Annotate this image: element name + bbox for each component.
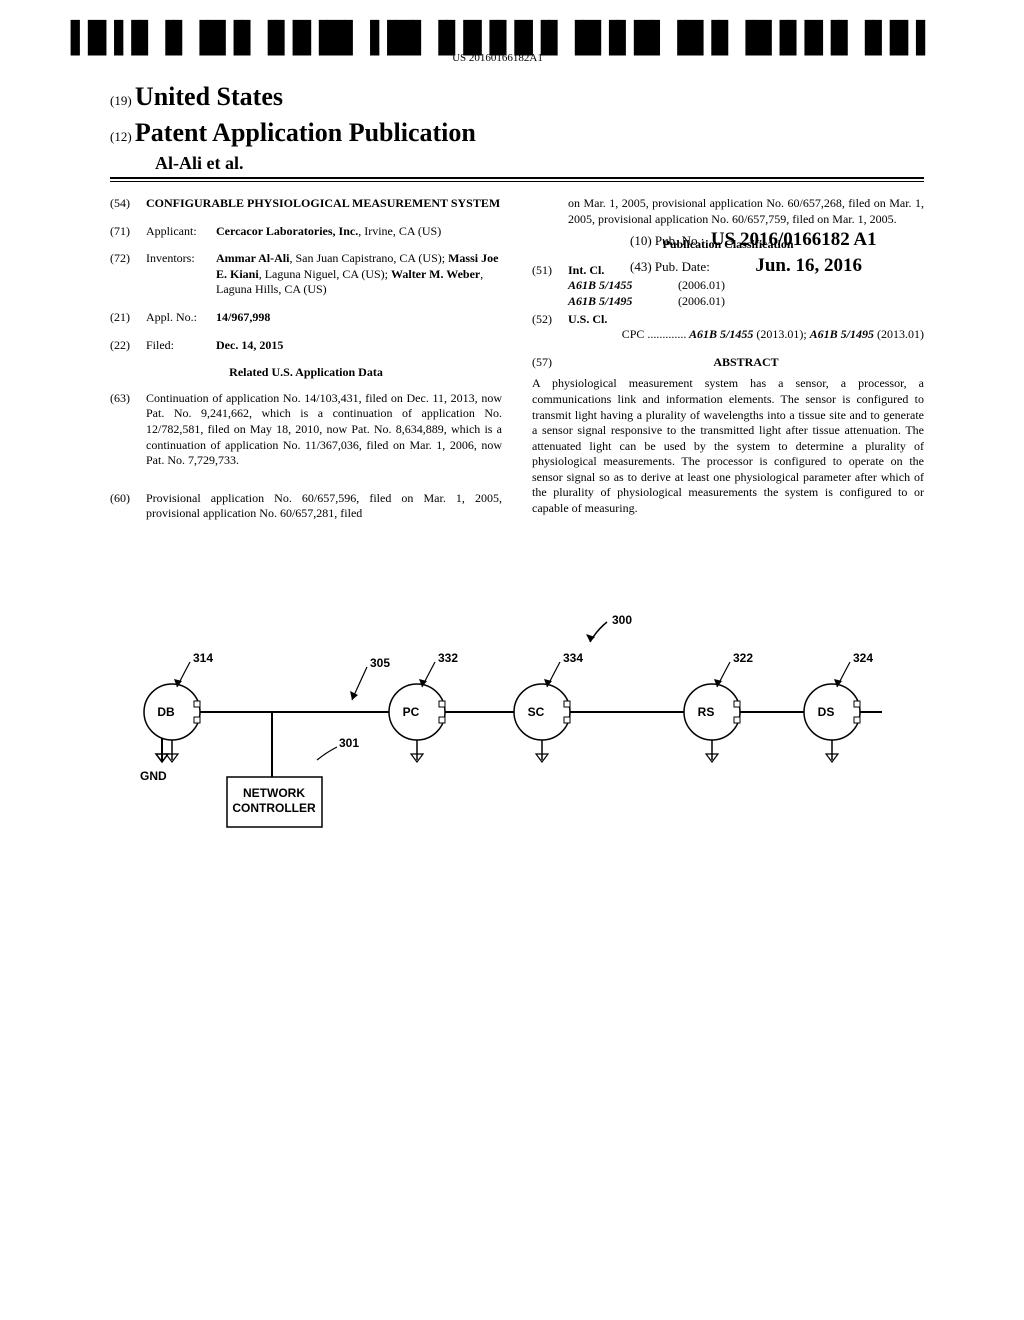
code-43: (43) bbox=[630, 259, 655, 274]
header-country-line: (19) United States bbox=[110, 80, 924, 114]
rule-thick bbox=[110, 177, 924, 179]
abstract-label: ABSTRACT bbox=[568, 355, 924, 371]
svg-text:SC: SC bbox=[528, 705, 545, 719]
header-block: (19) United States (12) Patent Applicati… bbox=[110, 80, 924, 182]
applicant-body: Cercacor Laboratories, Inc., Irvine, CA … bbox=[216, 224, 502, 240]
num-54: (54) bbox=[110, 196, 146, 212]
doc-type: Patent Application Publication bbox=[135, 118, 476, 147]
svg-text:RS: RS bbox=[698, 705, 715, 719]
left-column: (54) CONFIGURABLE PHYSIOLOGICAL MEASUREM… bbox=[110, 196, 502, 522]
intcl-row-1: A61B 5/1495(2006.01) bbox=[568, 294, 924, 310]
country: United States bbox=[135, 82, 283, 111]
applicant-name: Cercacor Laboratories, Inc. bbox=[216, 224, 358, 238]
related-head: Related U.S. Application Data bbox=[110, 365, 502, 381]
svg-text:324: 324 bbox=[853, 651, 873, 665]
ref-301: 301 bbox=[339, 736, 359, 750]
prov-text: Provisional application No. 60/657,596, … bbox=[146, 491, 502, 522]
intcl-code-1: A61B 5/1495 bbox=[568, 294, 678, 310]
svg-text:332: 332 bbox=[438, 651, 458, 665]
inventors-body: Ammar Al-Ali, San Juan Capistrano, CA (U… bbox=[216, 251, 502, 298]
rule-thin bbox=[110, 181, 924, 182]
ref-300: 300 bbox=[612, 613, 632, 627]
num-21: (21) bbox=[110, 310, 146, 326]
gnd-label: GND bbox=[140, 769, 167, 783]
num-60: (60) bbox=[110, 491, 146, 522]
svg-text:DB: DB bbox=[157, 705, 175, 719]
code-10: (10) bbox=[630, 233, 655, 248]
net-l2: CONTROLLER bbox=[232, 801, 316, 815]
applno-val: 14/967,998 bbox=[216, 310, 502, 326]
pubdate: Jun. 16, 2016 bbox=[755, 255, 862, 276]
field-applno: (21) Appl. No.: 14/967,998 bbox=[110, 310, 502, 326]
cpc-c1: A61B 5/1455 bbox=[686, 327, 753, 341]
pubno-label: Pub. No.: bbox=[655, 233, 704, 248]
inv3-name: Walter M. Weber bbox=[391, 267, 480, 281]
cpc-d1: (2013.01); bbox=[753, 327, 809, 341]
uscl-label: U.S. Cl. bbox=[568, 312, 924, 328]
field-applicant: (71) Applicant: Cercacor Laboratories, I… bbox=[110, 224, 502, 240]
cpc-d2: (2013.01) bbox=[874, 327, 924, 341]
figure-diagram: 300 305 GND NETWORK CONTROLLER 301 DB 314… bbox=[112, 612, 912, 892]
num-63: (63) bbox=[110, 391, 146, 479]
num-51: (51) bbox=[532, 263, 568, 310]
title-text: CONFIGURABLE PHYSIOLOGICAL MEASUREMENT S… bbox=[146, 196, 502, 212]
applicant-loc: , Irvine, CA (US) bbox=[358, 224, 441, 238]
applno-label: Appl. No.: bbox=[146, 310, 216, 326]
barcode-graphic: ▌█▐▐▌▐▌▐█▐▌▐▌█▐█▌▐▐█▌▐▌█▐▌█▐▌▐█▐▌█▌▐█▐▌▐… bbox=[71, 28, 924, 49]
cpc-prefix: CPC ............. bbox=[622, 327, 687, 341]
code-12: (12) bbox=[110, 129, 135, 144]
field-filed: (22) Filed: Dec. 14, 2015 bbox=[110, 338, 502, 354]
abstract-text: A physiological measurement system has a… bbox=[532, 376, 924, 516]
num-52: (52) bbox=[532, 312, 568, 343]
num-57: (57) bbox=[532, 355, 568, 371]
inv1-loc: , San Juan Capistrano, CA (US); bbox=[289, 251, 448, 265]
net-l1: NETWORK bbox=[243, 786, 305, 800]
field-continuation: (63) Continuation of application No. 14/… bbox=[110, 391, 502, 479]
svg-text:334: 334 bbox=[563, 651, 583, 665]
pubdate-label: Pub. Date: bbox=[655, 259, 710, 274]
pubno: US 2016/0166182 A1 bbox=[711, 229, 877, 250]
filed-val: Dec. 14, 2015 bbox=[216, 338, 502, 354]
authors: Al-Ali et al. bbox=[155, 152, 924, 175]
field-title: (54) CONFIGURABLE PHYSIOLOGICAL MEASUREM… bbox=[110, 196, 502, 212]
cont-text: Continuation of application No. 14/103,4… bbox=[146, 391, 502, 469]
cpc-line: CPC ............. A61B 5/1455 (2013.01);… bbox=[568, 327, 924, 343]
inventors-label: Inventors: bbox=[146, 251, 216, 298]
pub-info: (10) Pub. No.: US 2016/0166182 A1 (43) P… bbox=[630, 228, 877, 281]
header-doctype-line: (12) Patent Application Publication bbox=[110, 116, 924, 150]
ref-305: 305 bbox=[370, 656, 390, 670]
cpc-c2: A61B 5/1495 bbox=[810, 327, 874, 341]
svg-text:PC: PC bbox=[403, 705, 420, 719]
prov-cont: on Mar. 1, 2005, provisional application… bbox=[532, 196, 924, 227]
code-19: (19) bbox=[110, 93, 135, 108]
filed-label: Filed: bbox=[146, 338, 216, 354]
intcl-ver-1: (2006.01) bbox=[678, 294, 725, 310]
num-22: (22) bbox=[110, 338, 146, 354]
field-uscl: (52) U.S. Cl. CPC ............. A61B 5/1… bbox=[532, 312, 924, 343]
svg-text:DS: DS bbox=[818, 705, 835, 719]
applicant-label: Applicant: bbox=[146, 224, 216, 240]
inv2-loc: , Laguna Niguel, CA (US); bbox=[259, 267, 391, 281]
field-inventors: (72) Inventors: Ammar Al-Ali, San Juan C… bbox=[110, 251, 502, 298]
inv1-name: Ammar Al-Ali bbox=[216, 251, 289, 265]
svg-text:322: 322 bbox=[733, 651, 753, 665]
num-71: (71) bbox=[110, 224, 146, 240]
num-72: (72) bbox=[110, 251, 146, 298]
field-provisional: (60) Provisional application No. 60/657,… bbox=[110, 491, 502, 522]
svg-text:314: 314 bbox=[193, 651, 213, 665]
barcode-block: ▌█▐▐▌▐▌▐█▐▌▐▌█▐█▌▐▐█▌▐▌█▐▌█▐▌▐█▐▌█▌▐█▐▌▐… bbox=[71, 28, 924, 65]
